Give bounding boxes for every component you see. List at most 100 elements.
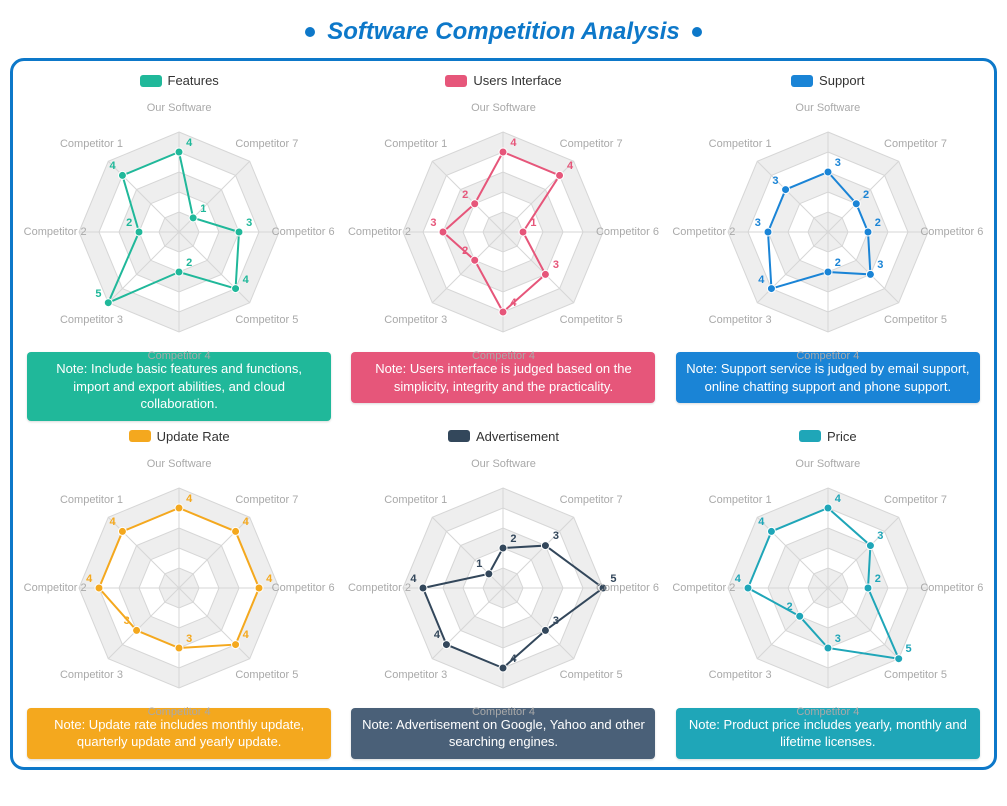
axis-label: Competitor 7	[560, 494, 623, 506]
title-dot-right	[692, 27, 702, 37]
axis-label: Competitor 7	[884, 494, 947, 506]
legend-swatch	[129, 430, 151, 442]
axis-label: Competitor 6	[272, 226, 335, 238]
axis-label: Competitor 1	[60, 138, 123, 150]
legend-label: Update Rate	[157, 429, 230, 444]
axis-label: Competitor 6	[596, 582, 659, 594]
value-label: 5	[905, 643, 911, 655]
axis-label: Competitor 7	[235, 138, 298, 150]
page-title: Software Competition Analysis	[327, 18, 680, 45]
value-label: 5	[610, 573, 616, 585]
axis-label: Competitor 6	[920, 582, 983, 594]
value-label: 3	[186, 633, 192, 645]
axis-label: Our Software	[471, 458, 536, 470]
axis-label: Competitor 6	[920, 226, 983, 238]
radar-price: Our Software Competitor 7 Competitor 6 Comp…	[671, 446, 985, 710]
value-label: 4	[186, 493, 192, 505]
legend-swatch	[448, 430, 470, 442]
axis-label: Competitor 5	[560, 314, 623, 326]
value-label: 4	[243, 629, 249, 641]
value-label: 1	[530, 217, 536, 229]
value-label: 3	[877, 259, 883, 271]
legend-label: Support	[819, 73, 865, 88]
value-label: 2	[786, 601, 792, 613]
axis-label: Competitor 2	[672, 582, 735, 594]
legend-swatch	[799, 430, 821, 442]
value-label: 4	[110, 160, 116, 172]
value-label: 1	[476, 558, 482, 570]
value-label: 4	[266, 573, 272, 585]
axis-label: Competitor 7	[560, 138, 623, 150]
legend-swatch	[140, 75, 162, 87]
radar-update-rate: Our SoftwareCompetitor 7Competitor 6Comp…	[22, 446, 336, 710]
legend-label: Users Interface	[473, 73, 561, 88]
value-label: 3	[553, 615, 559, 627]
axis-label: Our Software	[471, 102, 536, 114]
axis-label: Competitor 2	[348, 582, 411, 594]
axis-label: Competitor 3	[709, 669, 772, 681]
value-label: 5	[95, 288, 101, 300]
value-label: 4	[434, 629, 440, 641]
axis-label: Competitor 1	[709, 138, 772, 150]
axis-label: Competitor 5	[235, 314, 298, 326]
axis-label: Competitor 3	[60, 314, 123, 326]
value-label: 4	[758, 274, 764, 286]
axis-label: Competitor 5	[235, 669, 298, 681]
axis-label: Competitor 4	[796, 350, 859, 362]
axis-label: Competitor 1	[60, 494, 123, 506]
axis-label: Competitor 2	[24, 226, 87, 238]
axis-label: Competitor 1	[384, 494, 447, 506]
value-label: 4	[510, 297, 516, 309]
axis-label: Competitor 5	[560, 669, 623, 681]
chart-cell-price: Price Our Software Competitor 7 Competitor …	[668, 425, 988, 759]
value-label: 2	[462, 189, 468, 201]
axis-label: Competitor 1	[709, 494, 772, 506]
legend-advertisement: Advertisement	[448, 429, 559, 444]
axis-label: Competitor 6	[596, 226, 659, 238]
axis-label: Competitor 4	[148, 706, 211, 718]
charts-grid: Features Our Software Competitor 7 Competit…	[19, 69, 988, 759]
axis-label: Competitor 4	[472, 706, 535, 718]
value-label: 4	[186, 137, 192, 149]
value-label: 2	[835, 257, 841, 269]
axis-label: Competitor 3	[709, 314, 772, 326]
value-label: 4	[410, 573, 416, 585]
radar-advertisement: Our Software Competitor 7 Competitor 6 Comp…	[346, 446, 660, 710]
value-label: 4	[86, 573, 92, 585]
legend-features: Features	[140, 73, 219, 88]
value-label: 3	[246, 217, 252, 229]
charts-frame: Features Our Software Competitor 7 Competit…	[10, 58, 997, 770]
axis-label: Our Software	[795, 458, 860, 470]
legend-price: Price	[799, 429, 857, 444]
value-label: 3	[835, 633, 841, 645]
value-label: 3	[553, 530, 559, 542]
value-label: 3	[124, 615, 130, 627]
value-label: 4	[243, 516, 249, 528]
axis-label: Competitor 4	[796, 706, 859, 718]
value-label: 3	[835, 157, 841, 169]
axis-label: Competitor 2	[348, 226, 411, 238]
legend-label: Features	[168, 73, 219, 88]
value-label: 3	[755, 217, 761, 229]
value-label: 4	[510, 137, 516, 149]
axis-label: Our Software	[147, 102, 212, 114]
value-label: 2	[863, 189, 869, 201]
legend-swatch	[791, 75, 813, 87]
axis-label: Competitor 3	[384, 669, 447, 681]
value-label: 3	[430, 217, 436, 229]
value-label: 2	[462, 245, 468, 257]
note-features: Note: Include basic features and functio…	[27, 352, 331, 421]
axis-label: Competitor 4	[148, 350, 211, 362]
radar-features: Our Software Competitor 7 Competitor 6 Comp…	[22, 90, 336, 354]
value-label: 2	[186, 257, 192, 269]
value-label: 2	[126, 217, 132, 229]
chart-cell-advertisement: Advertisement Our Software Competitor 7 Com…	[343, 425, 663, 759]
value-label: 3	[553, 259, 559, 271]
chart-cell-users-interface: Users Interface Our Software Competitor 7 C…	[343, 69, 663, 421]
value-label: 4	[243, 274, 249, 286]
axis-label: Competitor 5	[884, 314, 947, 326]
value-label: 4	[110, 516, 116, 528]
value-label: 4	[510, 653, 516, 665]
legend-users-interface: Users Interface	[445, 73, 561, 88]
axis-label: Competitor 4	[472, 350, 535, 362]
